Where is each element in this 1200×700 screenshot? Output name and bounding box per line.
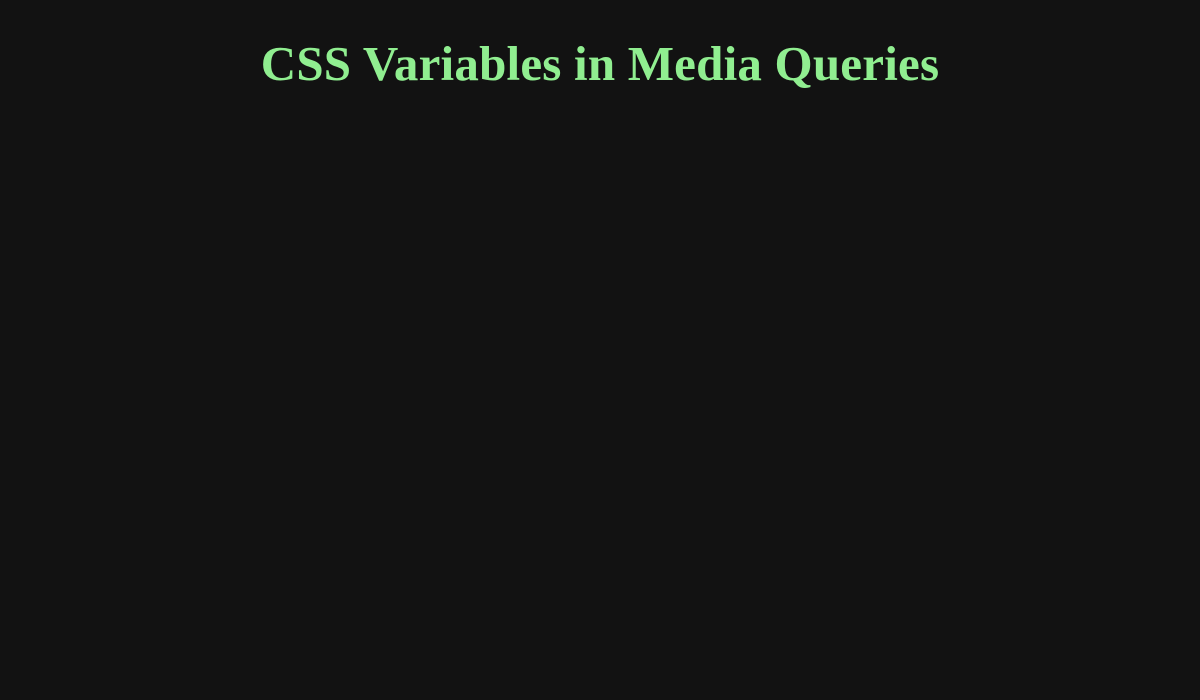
page-title: CSS Variables in Media Queries — [260, 36, 940, 91]
